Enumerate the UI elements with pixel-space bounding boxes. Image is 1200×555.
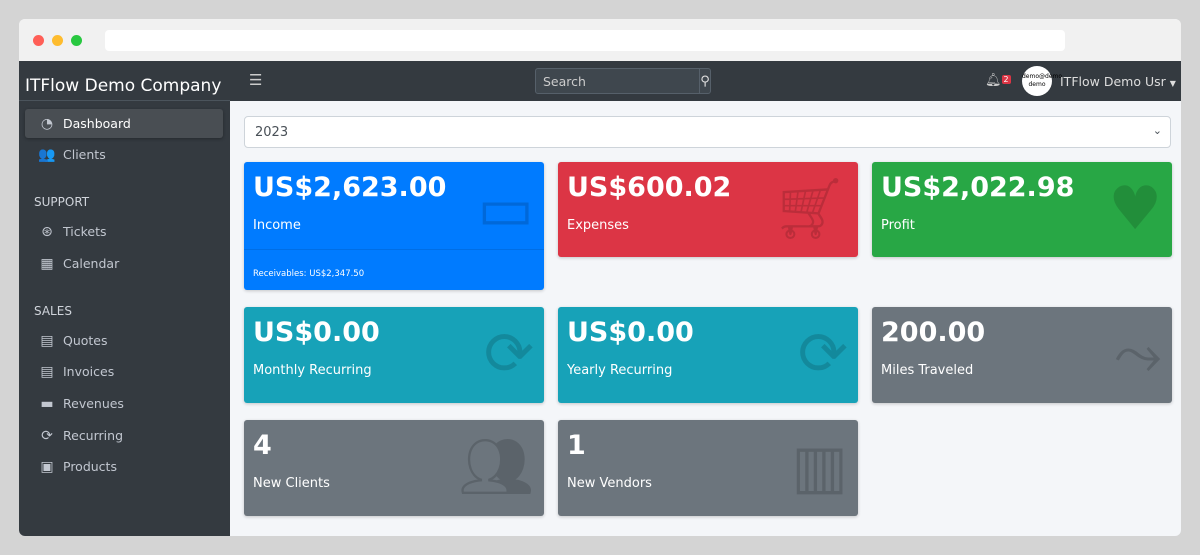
sidebar-item-products[interactable]: ▣ Products <box>25 452 223 481</box>
stat-label: Yearly Recurring <box>567 363 673 378</box>
stat-value: US$0.00 <box>567 317 694 348</box>
search-button[interactable]: ⚲ <box>699 69 710 93</box>
route-icon: ⤳ <box>1114 319 1162 389</box>
heart-icon: ♥ <box>1108 174 1162 244</box>
shopping-cart-icon: 🛒︎ <box>771 174 848 244</box>
label: Invoices <box>63 364 115 379</box>
sidebar-item-clients[interactable]: 👥 Clients <box>25 140 223 169</box>
brand[interactable]: ITFlow Demo Company <box>19 61 230 101</box>
label: Dashboard <box>63 116 131 131</box>
sidebar-item-dashboard[interactable]: ◔ Dashboard <box>25 109 223 138</box>
menu-toggle-icon[interactable]: ☰ <box>249 71 263 89</box>
close-dot[interactable] <box>33 35 44 46</box>
caret-down-icon: ▼ <box>1169 79 1176 88</box>
invoice-icon: ▤ <box>40 363 54 380</box>
label: Products <box>63 459 117 474</box>
sidebar-item-recurring[interactable]: ⟳ Recurring <box>25 421 223 450</box>
sidebar: ITFlow Demo Company ◔ Dashboard 👥 Clients … <box>19 61 230 536</box>
stat-card-monthly-recurring[interactable]: US$0.00 Monthly Recurring ⟳ <box>244 307 544 403</box>
stat-value: US$0.00 <box>253 317 380 348</box>
search-icon: ⚲ <box>700 73 710 89</box>
year-value: 2023 <box>255 125 289 140</box>
users-icon: 👥︎ <box>457 432 534 502</box>
users-icon: 👥 <box>38 146 56 163</box>
user-name: ITFlow Demo Usr <box>1060 74 1166 89</box>
stat-label: Profit <box>881 218 915 233</box>
sync-icon: ⟳ <box>483 319 534 389</box>
year-select[interactable]: 2023 ⌄ <box>244 116 1171 148</box>
minimize-dot[interactable] <box>52 35 63 46</box>
stat-card-income[interactable]: US$2,623.00 Income ▭ Receivables: US$2,347.… <box>244 162 544 290</box>
label: Quotes <box>63 333 108 348</box>
stat-card-miles-traveled[interactable]: 200.00 Miles Traveled ⤳ <box>872 307 1172 403</box>
stat-card-new-vendors[interactable]: 1 New Vendors ▥ <box>558 420 858 516</box>
stat-label: New Vendors <box>567 476 652 491</box>
section-header-sales: SALES <box>34 304 72 318</box>
stat-label: Income <box>253 218 301 233</box>
label: Revenues <box>63 396 124 411</box>
sidebar-item-invoices[interactable]: ▤ Invoices <box>25 357 223 386</box>
calendar-icon: ▦ <box>40 255 54 272</box>
stat-value: 1 <box>567 430 586 461</box>
stat-label: Monthly Recurring <box>253 363 372 378</box>
search-input[interactable] <box>536 69 699 93</box>
top-navbar: ☰ ⚲ 🔔︎2 demo@demo demo ITFlow Demo Usr ▼ <box>230 61 1181 101</box>
credit-card-icon: ▭ <box>477 174 534 244</box>
sync-icon: ⟳ <box>41 427 53 444</box>
browser-chrome <box>19 19 1181 61</box>
user-menu[interactable]: ITFlow Demo Usr ▼ <box>1060 74 1176 89</box>
stat-value: US$2,623.00 <box>253 172 447 203</box>
file-icon: ▤ <box>40 332 54 349</box>
tachometer-icon: ◔ <box>40 115 54 132</box>
life-ring-icon: ⊛ <box>41 223 53 240</box>
box-icon: ▣ <box>40 458 54 475</box>
sidebar-item-quotes[interactable]: ▤ Quotes <box>25 326 223 355</box>
notifications-button[interactable]: 🔔︎ 2 <box>985 73 1011 88</box>
label: Clients <box>63 147 106 162</box>
sync-icon: ⟳ <box>797 319 848 389</box>
main-content: 2023 ⌄ US$2,623.00 Income ▭ Receivables: US$… <box>230 101 1181 536</box>
chevron-down-icon: ⌄ <box>1152 124 1162 137</box>
bell-icon: 🔔︎ <box>985 73 1002 88</box>
stat-label: New Clients <box>253 476 330 491</box>
label: Recurring <box>63 428 123 443</box>
building-icon: ▥ <box>791 432 848 502</box>
sidebar-item-revenues[interactable]: ▬ Revenues <box>25 389 223 418</box>
credit-card-icon: ▬ <box>40 395 54 412</box>
stat-label: Miles Traveled <box>881 363 974 378</box>
stat-label: Expenses <box>567 218 629 233</box>
stat-card-yearly-recurring[interactable]: US$0.00 Yearly Recurring ⟳ <box>558 307 858 403</box>
stat-value: 4 <box>253 430 272 461</box>
stat-card-new-clients[interactable]: 4 New Clients 👥︎ <box>244 420 544 516</box>
avatar[interactable]: demo@demo demo <box>1022 66 1062 96</box>
divider <box>244 249 544 250</box>
section-header-support: SUPPORT <box>34 195 90 209</box>
sidebar-item-tickets[interactable]: ⊛ Tickets <box>25 217 223 246</box>
label: Calendar <box>63 256 120 271</box>
notification-badge: 2 <box>1001 75 1011 84</box>
sidebar-item-calendar[interactable]: ▦ Calendar <box>25 249 223 278</box>
stat-card-expenses[interactable]: US$600.02 Expenses 🛒︎ <box>558 162 858 257</box>
stat-value: 200.00 <box>881 317 986 348</box>
maximize-dot[interactable] <box>71 35 82 46</box>
search-form: ⚲ <box>535 68 711 94</box>
url-bar[interactable] <box>105 30 1065 51</box>
stat-card-profit[interactable]: US$2,022.98 Profit ♥ <box>872 162 1172 257</box>
stat-value: US$2,022.98 <box>881 172 1075 203</box>
browser-window: ITFlow Demo Company ◔ Dashboard 👥 Clients … <box>19 19 1181 536</box>
receivables-text: Receivables: US$2,347.50 <box>253 269 365 279</box>
label: Tickets <box>63 224 107 239</box>
stat-value: US$600.02 <box>567 172 732 203</box>
